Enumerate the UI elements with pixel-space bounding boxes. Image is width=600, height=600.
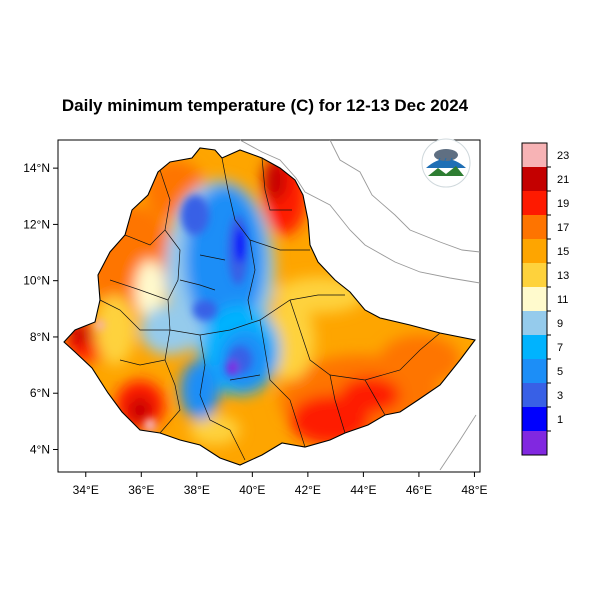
y-tick-label: 8°N — [30, 330, 50, 344]
y-axis: 14°N 12°N 10°N 8°N 6°N 4°N — [23, 161, 58, 456]
x-tick-label: 34°E — [73, 483, 99, 497]
colorbar-swatch — [522, 239, 547, 263]
x-tick-label: 40°E — [239, 483, 265, 497]
colorbar-swatch — [522, 191, 547, 215]
y-tick-label: 4°N — [30, 442, 50, 456]
colorbar-swatch — [522, 359, 547, 383]
y-tick-label: 12°N — [23, 217, 50, 231]
colorbar-label: 23 — [557, 150, 569, 162]
colorbar-label: 9 — [557, 318, 563, 330]
x-tick-label: 36°E — [128, 483, 154, 497]
colorbar-label: 17 — [557, 222, 569, 234]
colorbar-outline — [521, 142, 548, 456]
ethiopian-meteorology-institute-logo — [421, 138, 471, 188]
colorbar-swatch — [522, 215, 547, 239]
y-tick-label: 6°N — [30, 386, 50, 400]
colorbar-swatch — [522, 335, 547, 359]
x-tick-label: 48°E — [461, 483, 487, 497]
colorbar-label: 7 — [557, 342, 563, 354]
colorbar-label: 3 — [557, 390, 563, 402]
x-tick-label: 46°E — [406, 483, 432, 497]
colorbar-label: 19 — [557, 198, 569, 210]
colorbar-label: 21 — [557, 174, 569, 186]
x-tick-label: 42°E — [295, 483, 321, 497]
admin-borders — [99, 157, 441, 461]
colorbar-label: 13 — [557, 270, 569, 282]
colorbar-swatch — [522, 263, 547, 287]
colorbar-swatch — [522, 383, 547, 407]
neighbour-borders — [239, 139, 481, 471]
x-tick-label: 38°E — [184, 483, 210, 497]
colorbar-label: 1 — [557, 414, 563, 426]
x-axis: 34°E 36°E 38°E 40°E 42°E 44°E 46°E 48°E — [73, 472, 488, 497]
colorbar-swatch — [522, 143, 547, 167]
map-title: Daily minimum temperature (C) for 12-13 … — [61, 96, 469, 115]
colorbar: 23 21 19 17 15 13 11 9 7 5 3 1 — [521, 142, 569, 456]
colorbar-label: 15 — [557, 246, 569, 258]
x-tick-label: 44°E — [350, 483, 376, 497]
colorbar-swatch — [522, 407, 547, 431]
colorbar-swatch — [522, 311, 547, 335]
colorbar-swatch — [522, 167, 547, 191]
y-tick-label: 14°N — [23, 161, 50, 175]
colorbar-swatch — [522, 431, 547, 455]
colorbar-label: 5 — [557, 366, 563, 378]
colorbar-swatch — [522, 287, 547, 311]
y-tick-label: 10°N — [23, 274, 50, 288]
colorbar-label: 11 — [557, 294, 568, 306]
